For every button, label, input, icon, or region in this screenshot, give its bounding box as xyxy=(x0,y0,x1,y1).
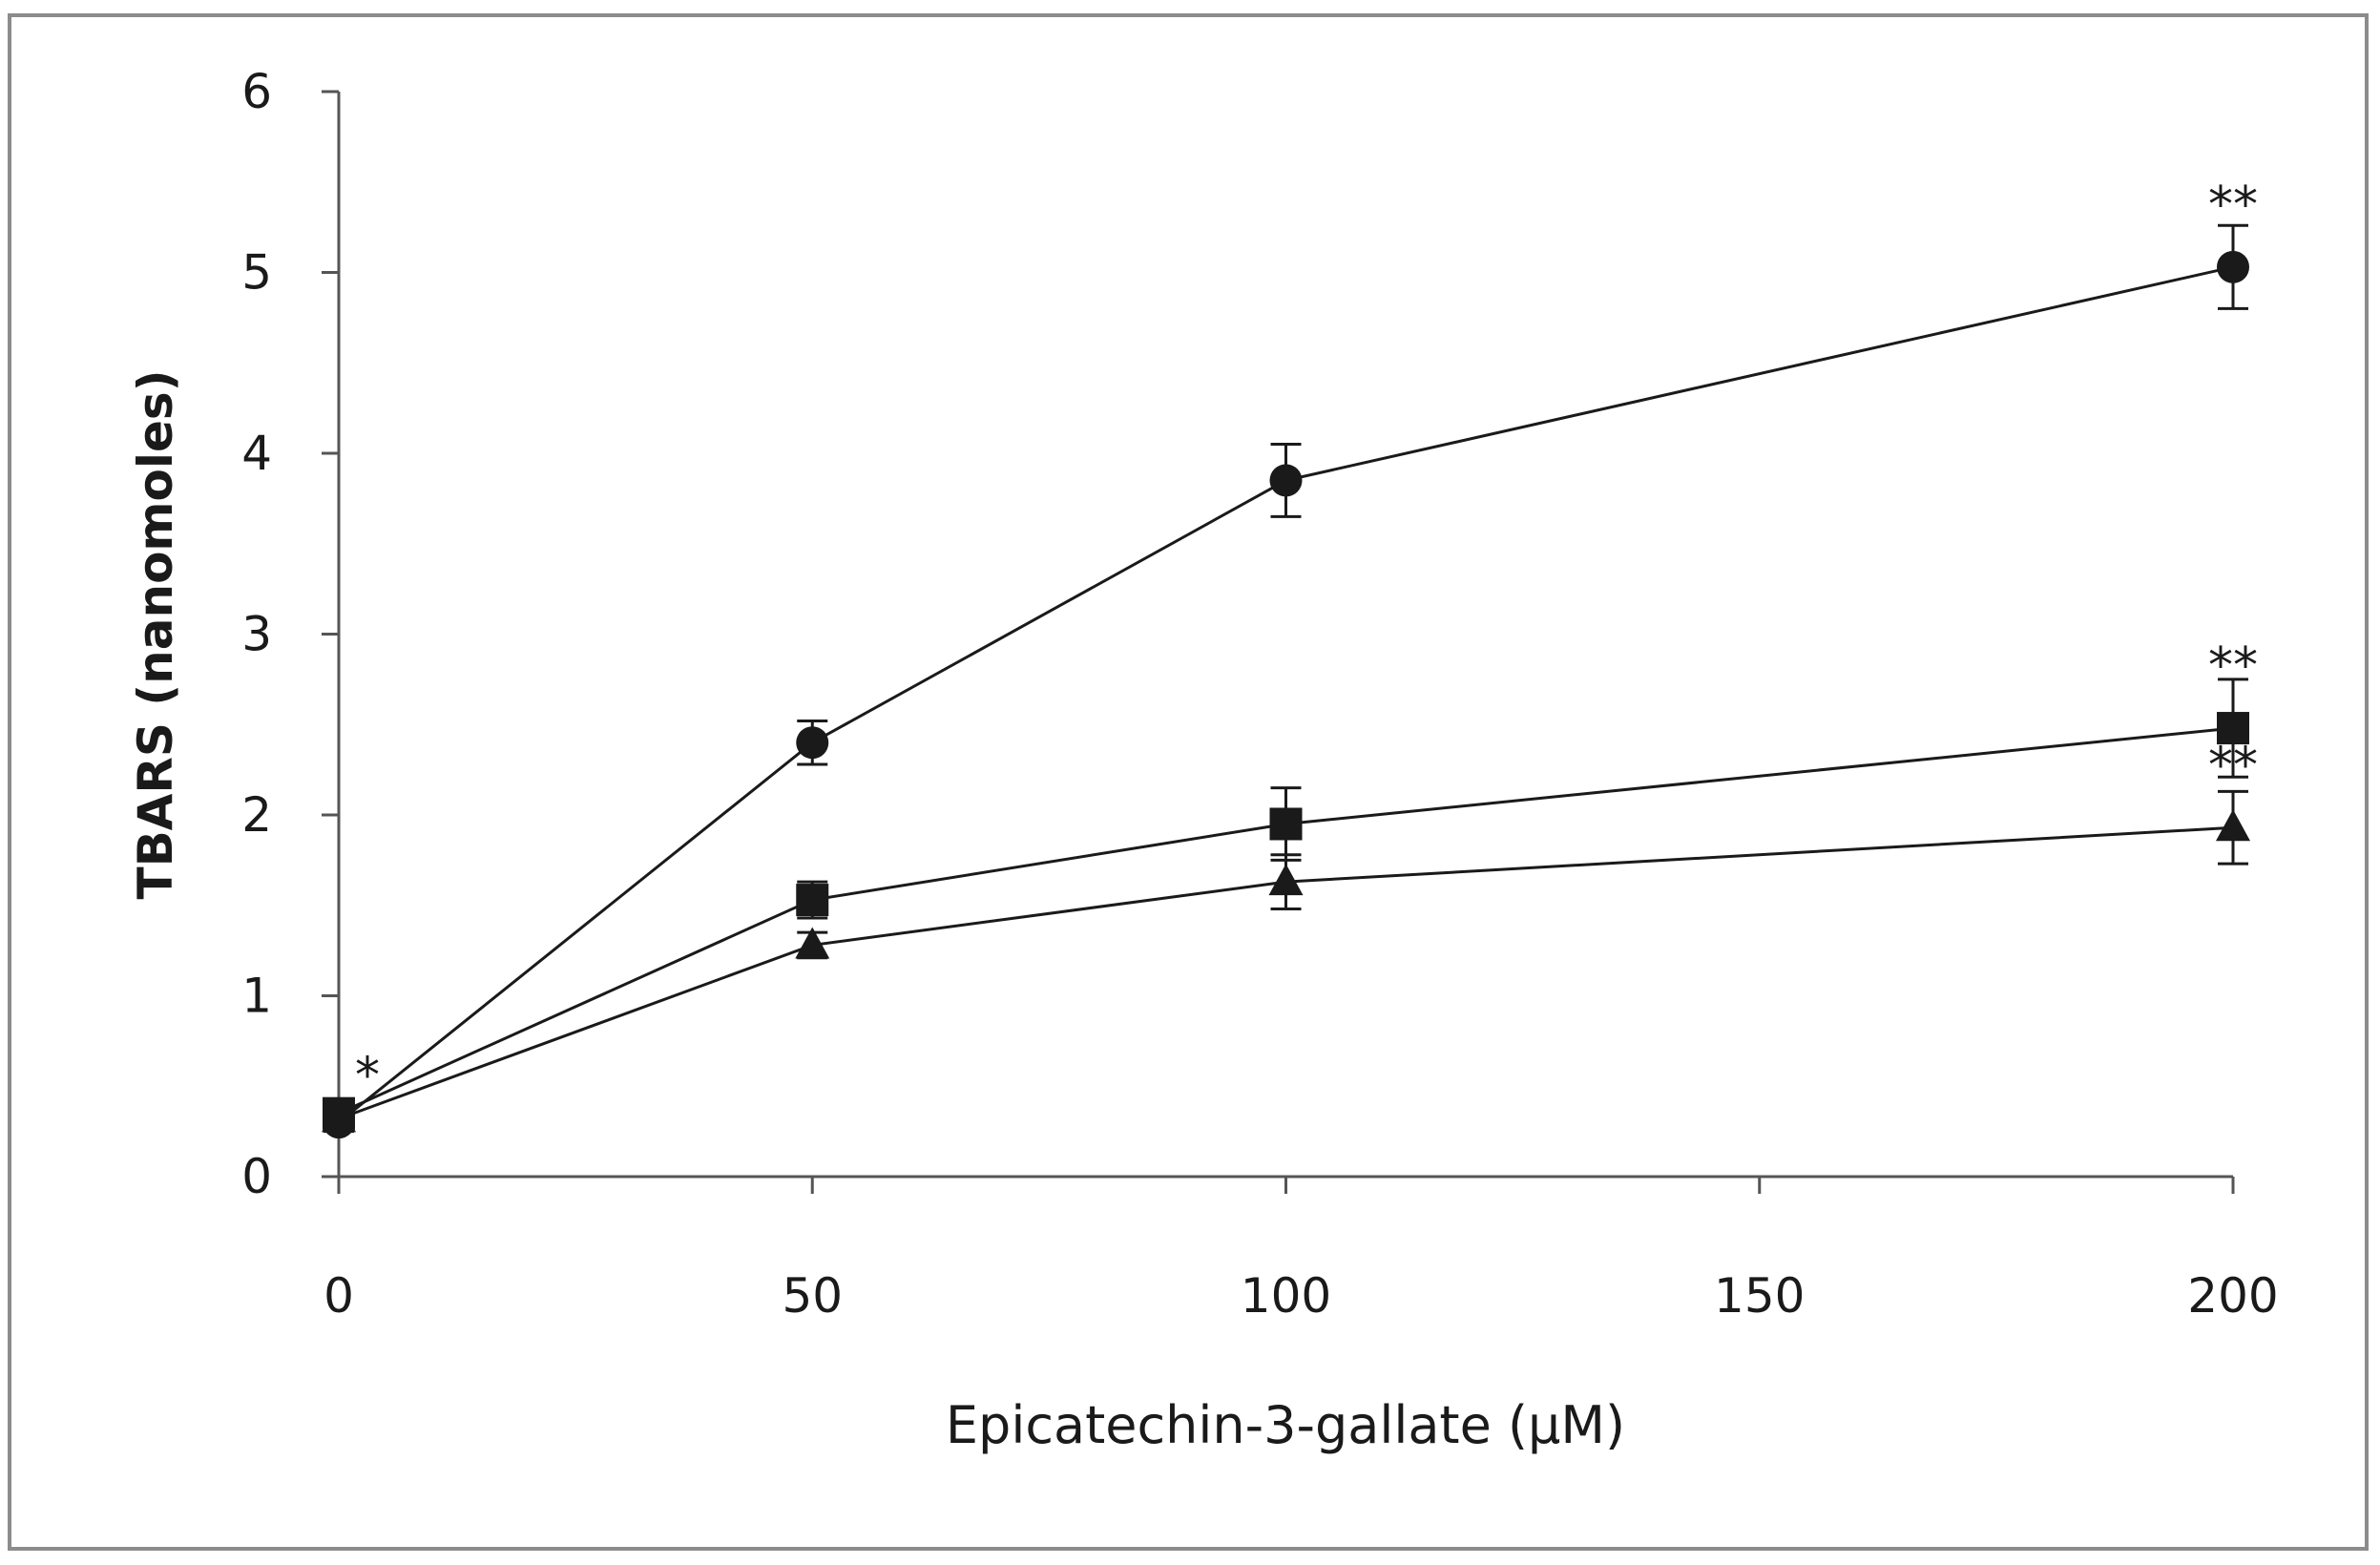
data-point-circle xyxy=(1269,464,1303,497)
y-tick-label: 4 xyxy=(241,426,272,481)
x-axis-title: Epicatechin-3-gallate (µM) xyxy=(946,1395,1625,1455)
series-line-triangle xyxy=(338,825,2234,1120)
x-tick-label: 50 xyxy=(782,1268,843,1324)
y-tick-label: 3 xyxy=(241,607,272,662)
significance-mark: ** xyxy=(2208,737,2258,794)
data-point-triangle xyxy=(322,1100,356,1133)
series-layer xyxy=(322,223,2250,1139)
x-tick-label: 200 xyxy=(2187,1268,2278,1324)
significance-mark: ** xyxy=(2208,177,2258,234)
y-tick-label: 0 xyxy=(241,1149,272,1204)
chart-border xyxy=(8,13,2369,1551)
data-point-circle xyxy=(2217,250,2249,283)
series-line-square xyxy=(338,726,2234,1116)
data-point-triangle xyxy=(2216,809,2250,842)
y-tick-label: 6 xyxy=(241,64,272,119)
y-axis-title: TBARS (nanomoles) xyxy=(128,369,183,899)
data-point-triangle xyxy=(795,927,830,959)
significance-mark: ** xyxy=(2208,637,2258,695)
x-tick-label: 100 xyxy=(1241,1268,1331,1324)
data-point-triangle xyxy=(1268,864,1304,896)
data-point-square xyxy=(2217,712,2249,745)
significance-mark: * xyxy=(355,1048,380,1105)
y-tick-label: 2 xyxy=(241,787,272,843)
data-point-circle xyxy=(796,726,829,760)
annotation-layer: ******* xyxy=(355,177,2258,1105)
x-tick-label: 0 xyxy=(324,1268,354,1324)
data-point-square xyxy=(1269,807,1303,841)
y-ticks: 0 1 2 3 4 5 6 xyxy=(241,64,339,1204)
y-tick-label: 5 xyxy=(241,245,272,301)
data-point-square xyxy=(796,884,829,917)
x-ticks: 0 50 100 150 200 xyxy=(324,1177,2279,1324)
x-tick-label: 150 xyxy=(1714,1268,1805,1324)
y-tick-label: 1 xyxy=(241,969,272,1024)
series-line-circle xyxy=(338,265,2234,1124)
